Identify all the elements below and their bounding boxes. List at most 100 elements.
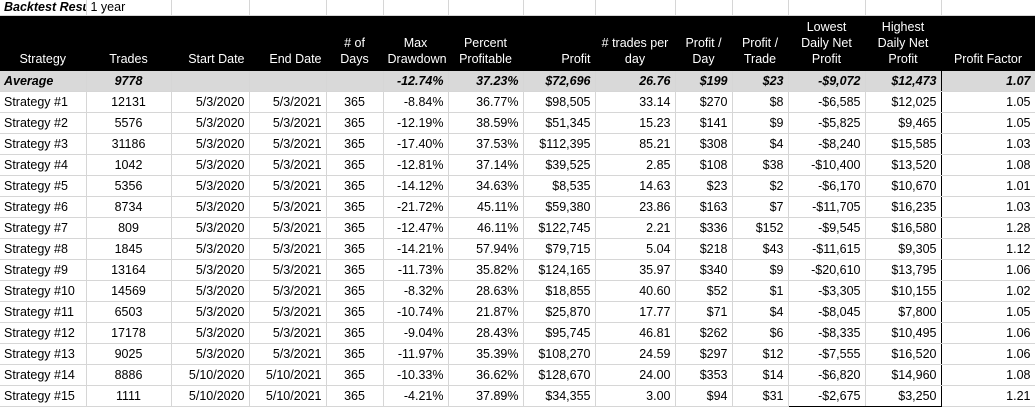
cell-strategy[interactable]: Strategy #4 — [0, 154, 87, 176]
cell-trades-per-day[interactable]: 2.21 — [595, 217, 676, 239]
cell-end[interactable]: 5/3/2021 — [249, 154, 327, 176]
cell-profit[interactable]: $108,270 — [523, 343, 596, 365]
cell-days[interactable]: 365 — [326, 280, 384, 302]
cell-profit[interactable]: $18,855 — [523, 280, 596, 302]
cell-drawdown[interactable]: -21.72% — [383, 196, 449, 218]
cell-pct-profitable[interactable]: 36.62% — [448, 364, 524, 386]
cell-start[interactable] — [171, 70, 250, 92]
cell-profit-trade[interactable]: $12 — [732, 343, 789, 365]
cell-lowest[interactable]: -$6,585 — [787, 91, 866, 113]
cell-highest[interactable]: $15,585 — [865, 133, 942, 155]
cell-days[interactable]: 365 — [326, 259, 384, 281]
empty-cell[interactable] — [732, 0, 789, 16]
cell-start[interactable]: 5/3/2020 — [171, 112, 250, 134]
cell-profit-trade[interactable]: $4 — [732, 133, 789, 155]
cell-profit-day[interactable]: $340 — [675, 259, 733, 281]
cell-days[interactable]: 365 — [326, 154, 384, 176]
cell-highest[interactable]: $14,960 — [865, 364, 942, 386]
cell-highest[interactable]: $16,235 — [865, 196, 942, 218]
cell-trades-per-day[interactable]: 3.00 — [595, 385, 676, 407]
cell-profit-trade[interactable]: $6 — [732, 322, 789, 344]
cell-pct-profitable[interactable]: 37.23% — [448, 70, 524, 92]
cell-days[interactable]: 365 — [326, 301, 384, 323]
cell-factor[interactable]: 1.21 — [941, 385, 1035, 407]
cell-trades[interactable]: 1042 — [86, 154, 172, 176]
cell-trades-per-day[interactable]: 17.77 — [595, 301, 676, 323]
cell-highest[interactable]: $12,025 — [865, 91, 942, 113]
cell-drawdown[interactable]: -10.33% — [383, 364, 449, 386]
cell-profit[interactable]: $72,696 — [523, 70, 596, 92]
cell-trades-per-day[interactable]: 26.76 — [595, 70, 676, 92]
cell-lowest[interactable]: -$8,240 — [787, 133, 866, 155]
cell-start[interactable]: 5/10/2020 — [171, 364, 250, 386]
cell-profit[interactable]: $122,745 — [523, 217, 596, 239]
column-header-trades-per-day[interactable]: # trades per day — [595, 15, 676, 71]
cell-profit-trade[interactable]: $7 — [732, 196, 789, 218]
cell-highest[interactable]: $9,465 — [865, 112, 942, 134]
cell-lowest[interactable]: -$7,555 — [787, 343, 866, 365]
empty-cell[interactable] — [523, 0, 596, 16]
cell-trades[interactable]: 17178 — [86, 322, 172, 344]
cell-start[interactable]: 5/3/2020 — [171, 175, 250, 197]
cell-trades-per-day[interactable]: 14.63 — [595, 175, 676, 197]
cell-profit-day[interactable]: $297 — [675, 343, 733, 365]
cell-trades-per-day[interactable]: 5.04 — [595, 238, 676, 260]
cell-factor[interactable]: 1.06 — [941, 259, 1035, 281]
cell-trades[interactable]: 8886 — [86, 364, 172, 386]
cell-factor[interactable]: 1.08 — [941, 154, 1035, 176]
cell-profit[interactable]: $79,715 — [523, 238, 596, 260]
cell-profit[interactable]: $112,395 — [523, 133, 596, 155]
cell-factor[interactable]: 1.02 — [941, 280, 1035, 302]
cell-drawdown[interactable]: -4.21% — [383, 385, 449, 407]
cell-drawdown[interactable]: -10.74% — [383, 301, 449, 323]
cell-start[interactable]: 5/3/2020 — [171, 154, 250, 176]
cell-days[interactable]: 365 — [326, 343, 384, 365]
cell-trades[interactable]: 1111 — [86, 385, 172, 407]
cell-lowest[interactable]: -$2,675 — [787, 385, 866, 407]
cell-start[interactable]: 5/3/2020 — [171, 238, 250, 260]
cell-lowest[interactable]: -$3,305 — [787, 280, 866, 302]
cell-profit-day[interactable]: $71 — [675, 301, 733, 323]
cell-days[interactable]: 365 — [326, 217, 384, 239]
cell-strategy[interactable]: Strategy #15 — [0, 385, 87, 407]
cell-strategy[interactable]: Strategy #6 — [0, 196, 87, 218]
cell-trades-per-day[interactable]: 85.21 — [595, 133, 676, 155]
empty-cell[interactable] — [788, 0, 866, 16]
cell-drawdown[interactable]: -11.73% — [383, 259, 449, 281]
cell-end[interactable]: 5/3/2021 — [249, 91, 327, 113]
cell-days[interactable]: 365 — [326, 322, 384, 344]
cell-start[interactable]: 5/3/2020 — [171, 91, 250, 113]
cell-profit[interactable]: $128,670 — [523, 364, 596, 386]
empty-cell[interactable] — [326, 0, 384, 16]
cell-factor[interactable]: 1.12 — [941, 238, 1035, 260]
cell-start[interactable]: 5/3/2020 — [171, 322, 250, 344]
cell-days[interactable]: 365 — [326, 133, 384, 155]
cell-highest[interactable]: $13,795 — [865, 259, 942, 281]
cell-days[interactable]: 365 — [326, 175, 384, 197]
cell-pct-profitable[interactable]: 34.63% — [448, 175, 524, 197]
cell-profit[interactable]: $95,745 — [523, 322, 596, 344]
cell-strategy[interactable]: Strategy #5 — [0, 175, 87, 197]
cell-lowest[interactable]: -$6,820 — [787, 364, 866, 386]
column-header-end[interactable]: End Date — [249, 15, 327, 71]
cell-lowest[interactable]: -$8,335 — [787, 322, 866, 344]
empty-cell[interactable] — [448, 0, 524, 16]
cell-start[interactable]: 5/3/2020 — [171, 343, 250, 365]
cell-trades[interactable]: 31186 — [86, 133, 172, 155]
cell-start[interactable]: 5/10/2020 — [171, 385, 250, 407]
cell-strategy[interactable]: Strategy #12 — [0, 322, 87, 344]
cell-drawdown[interactable]: -8.32% — [383, 280, 449, 302]
column-header-profit[interactable]: Profit — [523, 15, 596, 71]
cell-drawdown[interactable]: -12.74% — [383, 70, 449, 92]
cell-pct-profitable[interactable]: 37.53% — [448, 133, 524, 155]
cell-highest[interactable]: $12,473 — [865, 70, 942, 92]
cell-end[interactable]: 5/3/2021 — [249, 238, 327, 260]
cell-profit-day[interactable]: $308 — [675, 133, 733, 155]
cell-profit-day[interactable]: $270 — [675, 91, 733, 113]
cell-profit-trade[interactable]: $31 — [732, 385, 789, 407]
cell-trades[interactable]: 5576 — [86, 112, 172, 134]
cell-factor[interactable]: 1.07 — [941, 70, 1035, 92]
cell-trades[interactable]: 9025 — [86, 343, 172, 365]
cell-pct-profitable[interactable]: 35.39% — [448, 343, 524, 365]
cell-start[interactable]: 5/3/2020 — [171, 133, 250, 155]
